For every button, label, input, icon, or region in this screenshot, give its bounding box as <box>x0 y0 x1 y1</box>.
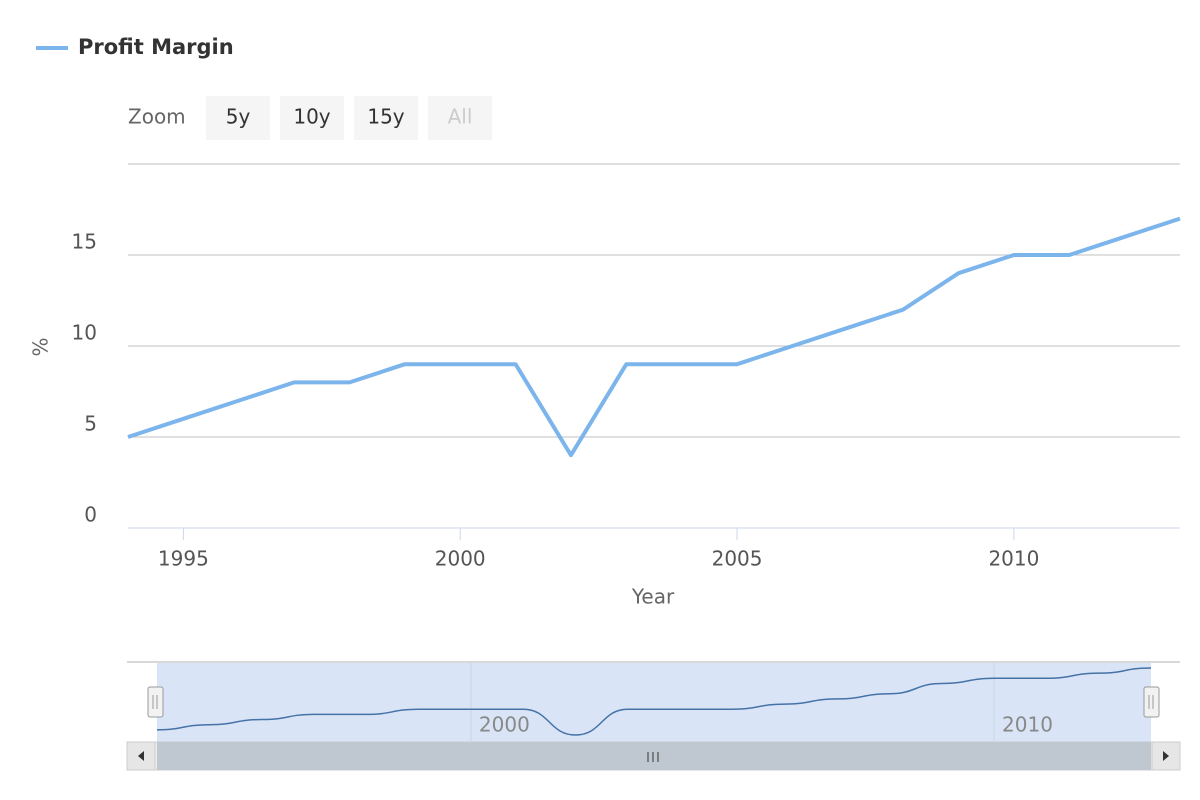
y-tick-label: 0 <box>84 503 97 527</box>
x-tick-label: 2000 <box>435 547 486 571</box>
zoom-button-label[interactable]: 15y <box>367 105 404 129</box>
navigator-handle-grip <box>152 695 158 709</box>
navigator-mask <box>157 663 1151 742</box>
scrollbar-thumb[interactable] <box>157 742 1151 770</box>
navigator-handle[interactable] <box>147 686 164 718</box>
zoom-button-label[interactable]: All <box>448 105 473 129</box>
scrollbar-grip <box>647 752 659 762</box>
y-tick-label: 10 <box>72 321 97 345</box>
scroll-left-arrow <box>138 751 144 761</box>
x-tick-label: 2005 <box>712 547 763 571</box>
navigator-tick-label: 2000 <box>479 713 530 737</box>
zoom-button[interactable] <box>206 96 270 140</box>
scroll-right-arrow <box>1163 751 1169 761</box>
legend-label[interactable]: Profit Margin <box>78 35 234 59</box>
zoom-button-label[interactable]: 10y <box>293 105 330 129</box>
navigator-tick-label: 2010 <box>1002 713 1053 737</box>
navigator-handle-grip <box>1148 695 1154 709</box>
y-axis-title: % <box>29 337 53 356</box>
navigator-bg <box>127 662 1180 742</box>
navigator-handle[interactable] <box>1143 686 1160 718</box>
navigator-series <box>156 667 1152 736</box>
y-tick-label: 15 <box>72 230 97 254</box>
x-axis-title: Year <box>631 585 675 609</box>
x-tick-label: 2010 <box>988 547 1039 571</box>
zoom-button[interactable] <box>428 96 492 140</box>
zoom-label: Zoom <box>128 105 186 129</box>
zoom-button[interactable] <box>280 96 344 140</box>
zoom-button-label[interactable]: 5y <box>226 105 251 129</box>
zoom-button[interactable] <box>354 96 418 140</box>
y-tick-label: 5 <box>84 412 97 436</box>
line-series <box>127 216 1181 458</box>
x-tick-label: 1995 <box>158 547 209 571</box>
